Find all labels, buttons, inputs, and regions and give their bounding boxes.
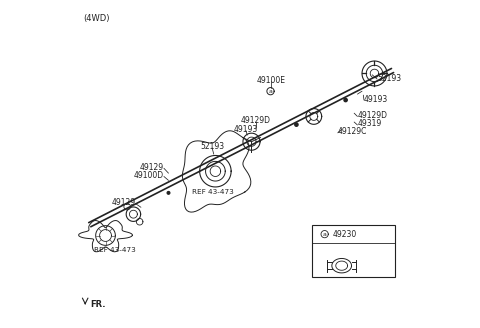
Text: 49129C: 49129C: [338, 127, 367, 136]
Text: 49129: 49129: [140, 163, 164, 172]
Text: 49100E: 49100E: [257, 76, 286, 85]
Text: a: a: [323, 232, 326, 236]
Text: 49129D: 49129D: [358, 111, 387, 120]
Text: 49193: 49193: [234, 125, 258, 134]
Polygon shape: [167, 192, 170, 194]
Text: 49319: 49319: [358, 119, 382, 129]
FancyBboxPatch shape: [312, 225, 395, 277]
Text: 49100D: 49100D: [134, 171, 164, 180]
Text: 52193: 52193: [200, 142, 224, 152]
Text: REF 43-473: REF 43-473: [192, 189, 234, 195]
Text: 49129: 49129: [111, 198, 136, 207]
Text: 49230: 49230: [333, 230, 357, 239]
Text: 49129D: 49129D: [241, 116, 271, 125]
Text: FR.: FR.: [90, 300, 105, 309]
Text: REF 43-473: REF 43-473: [94, 247, 135, 253]
Text: 52193: 52193: [377, 73, 401, 83]
Polygon shape: [295, 123, 298, 126]
Text: 49193: 49193: [364, 94, 388, 104]
Text: (4WD): (4WD): [83, 14, 110, 23]
Polygon shape: [344, 98, 347, 102]
Text: a: a: [269, 89, 273, 94]
